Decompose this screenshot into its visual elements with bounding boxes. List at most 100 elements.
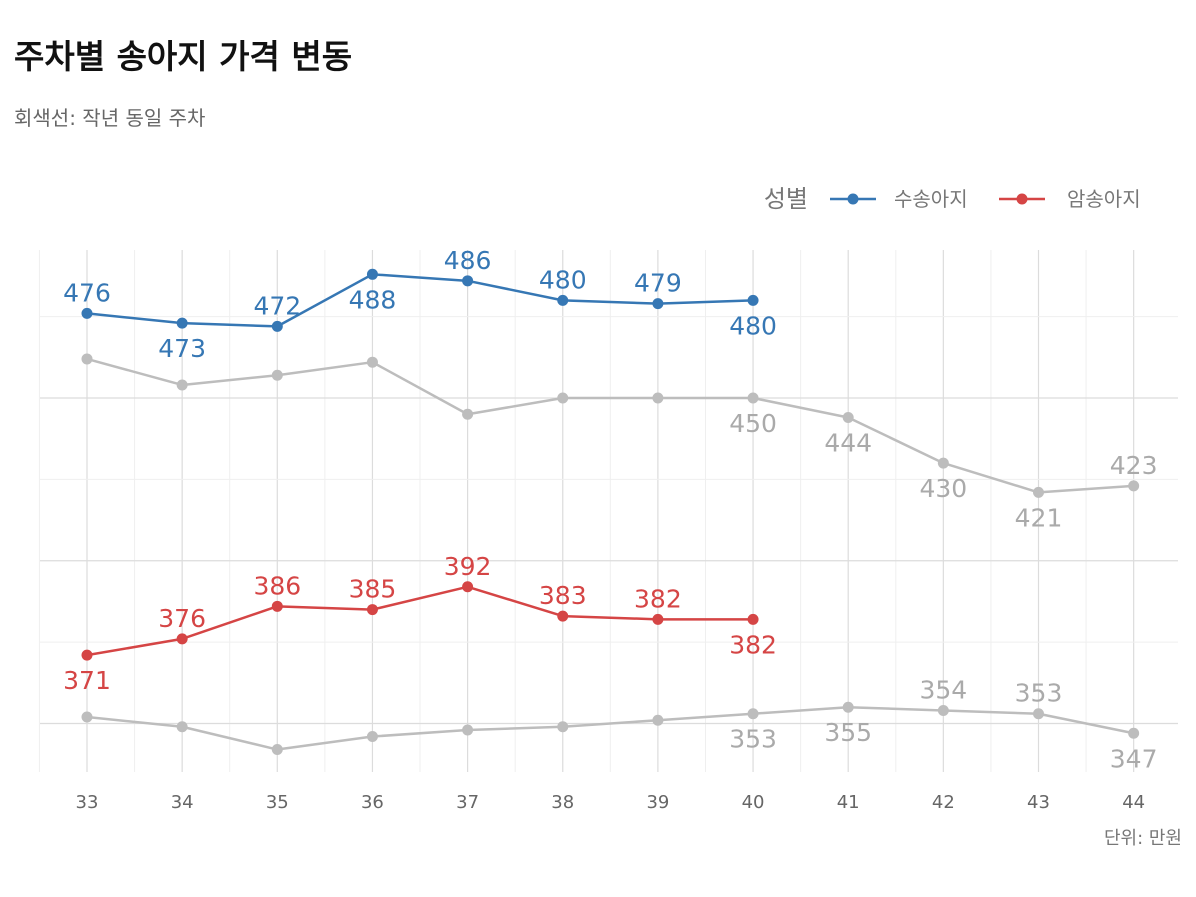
data-label: 371 bbox=[63, 666, 111, 695]
x-tick-label: 43 bbox=[1027, 792, 1050, 813]
x-tick-label: 44 bbox=[1122, 792, 1145, 813]
data-point bbox=[366, 268, 378, 280]
data-point bbox=[747, 392, 759, 404]
x-tick-label: 34 bbox=[171, 792, 194, 813]
data-point bbox=[176, 721, 188, 733]
data-label: 353 bbox=[1015, 679, 1063, 708]
data-point bbox=[271, 369, 283, 381]
legend-label-male: 수송아지 bbox=[894, 187, 968, 211]
data-point bbox=[842, 701, 854, 713]
data-point bbox=[462, 724, 474, 736]
series-line bbox=[86, 705, 1134, 751]
data-point bbox=[81, 353, 93, 365]
data-point bbox=[271, 320, 283, 332]
data-point bbox=[366, 356, 378, 368]
data-point bbox=[557, 294, 569, 306]
x-tick-label: 40 bbox=[742, 792, 765, 813]
data-label: 480 bbox=[539, 265, 587, 294]
data-label: 353 bbox=[729, 725, 777, 754]
data-point bbox=[747, 294, 759, 306]
data-label: 430 bbox=[919, 474, 967, 503]
data-label: 486 bbox=[444, 246, 492, 275]
x-tick-label: 35 bbox=[266, 792, 289, 813]
data-label: 479 bbox=[634, 269, 682, 298]
series-last-year bbox=[81, 353, 1140, 498]
x-tick-label: 41 bbox=[837, 792, 860, 813]
data-point bbox=[1128, 727, 1140, 739]
series-female bbox=[81, 581, 759, 661]
series-line bbox=[86, 357, 1134, 494]
data-point bbox=[271, 744, 283, 756]
data-point bbox=[937, 457, 949, 469]
data-point bbox=[462, 408, 474, 420]
x-tick-label: 42 bbox=[932, 792, 955, 813]
data-point bbox=[557, 392, 569, 404]
data-point bbox=[176, 317, 188, 329]
data-label: 386 bbox=[253, 571, 301, 600]
data-point bbox=[366, 604, 378, 616]
data-point bbox=[652, 613, 664, 625]
data-label: 347 bbox=[1110, 744, 1158, 773]
data-label: 423 bbox=[1110, 451, 1158, 480]
legend-label-female: 암송아지 bbox=[1067, 187, 1141, 211]
series-line bbox=[86, 585, 754, 657]
data-label: 385 bbox=[349, 575, 397, 604]
data-label: 376 bbox=[158, 604, 206, 633]
data-point bbox=[176, 633, 188, 645]
data-point bbox=[652, 392, 664, 404]
data-label: 476 bbox=[63, 278, 111, 307]
data-point bbox=[937, 704, 949, 716]
data-label: 472 bbox=[253, 291, 301, 320]
data-point bbox=[271, 600, 283, 612]
data-labels: 450 444 430 421 423 353 355 354 353 347 476 473 472 4… bbox=[63, 246, 1157, 773]
data-label: 382 bbox=[634, 584, 682, 613]
data-point bbox=[81, 307, 93, 319]
data-label: 392 bbox=[444, 552, 492, 581]
data-point bbox=[1128, 480, 1140, 492]
data-point bbox=[652, 714, 664, 726]
grid bbox=[38, 250, 1178, 772]
data-label: 450 bbox=[729, 409, 777, 438]
data-point bbox=[747, 708, 759, 720]
data-point bbox=[1033, 708, 1044, 720]
data-point bbox=[557, 721, 569, 733]
data-label: 473 bbox=[158, 334, 206, 363]
x-tick-label: 38 bbox=[551, 792, 574, 813]
data-point bbox=[652, 298, 664, 310]
series-male bbox=[81, 268, 759, 332]
x-tick-label: 39 bbox=[646, 792, 669, 813]
data-label: 421 bbox=[1015, 503, 1063, 532]
data-point bbox=[462, 581, 474, 593]
data-point bbox=[557, 610, 569, 622]
data-point bbox=[842, 412, 854, 424]
legend: 성별 수송아지 암송아지 bbox=[764, 185, 1141, 213]
data-label: 480 bbox=[729, 311, 777, 340]
x-axis-ticks: 33 34 35 36 37 38 39 40 41 42 43 44 bbox=[76, 792, 1146, 813]
data-point bbox=[1033, 486, 1044, 498]
x-tick-label: 33 bbox=[76, 792, 99, 813]
data-point bbox=[366, 731, 378, 743]
legend-dot-male bbox=[847, 193, 859, 205]
data-label: 444 bbox=[824, 429, 872, 458]
data-label: 355 bbox=[824, 718, 872, 747]
series-line bbox=[86, 273, 754, 328]
chart-title: 주차별 송아지 가격 변동 bbox=[14, 37, 353, 76]
data-point bbox=[462, 275, 474, 287]
x-tick-label: 37 bbox=[456, 792, 479, 813]
data-label: 383 bbox=[539, 581, 587, 610]
data-label: 382 bbox=[729, 630, 777, 659]
legend-title: 성별 bbox=[764, 185, 808, 213]
data-point bbox=[81, 711, 93, 723]
data-label: 488 bbox=[349, 285, 397, 314]
data-point bbox=[747, 613, 759, 625]
chart-subtitle: 회색선: 작년 동일 주차 bbox=[14, 106, 206, 130]
data-point bbox=[176, 379, 188, 391]
unit-label: 단위: 만원 bbox=[1104, 828, 1182, 849]
series-last-year bbox=[81, 701, 1140, 756]
series-layer bbox=[81, 268, 1140, 756]
data-label: 354 bbox=[919, 675, 967, 704]
data-point bbox=[81, 649, 93, 661]
legend-dot-female bbox=[1016, 193, 1028, 205]
x-tick-label: 36 bbox=[361, 792, 384, 813]
